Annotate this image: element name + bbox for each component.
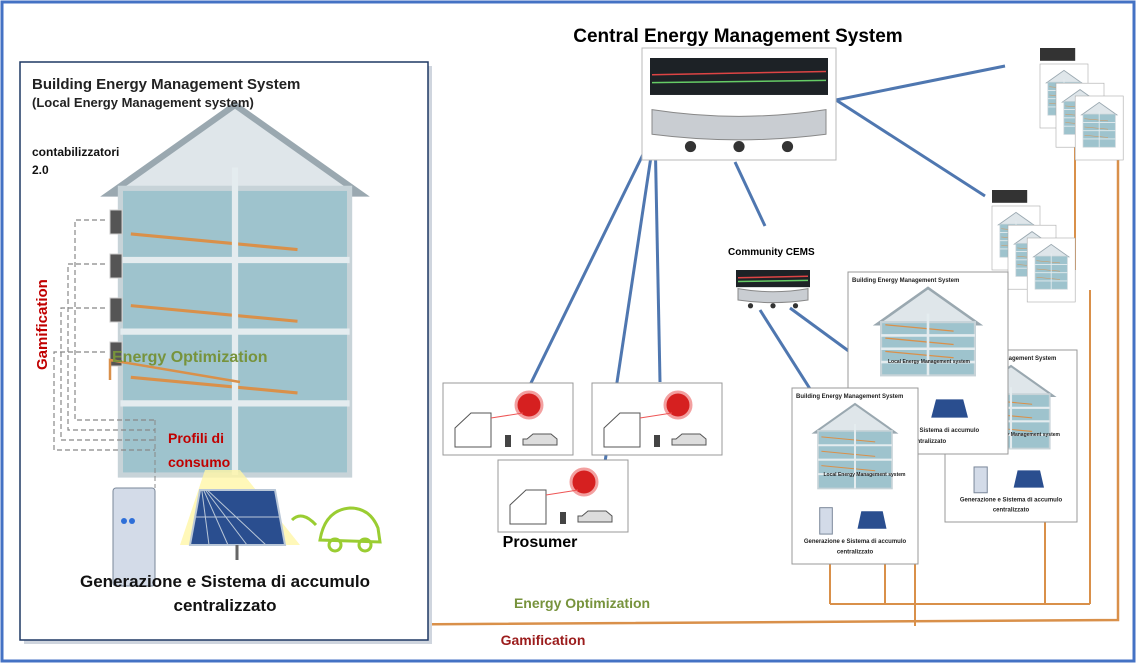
video-wall (650, 58, 828, 95)
chair (793, 303, 798, 308)
thumbnail-local: Local Energy Management system (824, 472, 907, 478)
chair (782, 141, 793, 152)
battery (654, 435, 660, 447)
thumbnail-title: Building Energy Management System (852, 278, 959, 284)
chair (748, 303, 753, 308)
chair (733, 141, 744, 152)
thumbnail-title: Building Energy Management System (796, 394, 903, 400)
solar-panel (1014, 470, 1044, 487)
thumbnail-generation: Generazione e Sistema di accumulo (960, 497, 1063, 503)
community-label: Community CEMS (728, 247, 815, 258)
footer-gamification: Gamification (501, 632, 586, 648)
meters-label: 2.0 (32, 163, 49, 177)
storage-led (129, 518, 135, 524)
generation-label: Generazione e Sistema di accumulo (80, 572, 370, 591)
chair (770, 303, 775, 308)
battery (560, 512, 566, 524)
meters-label: contabilizzatori (32, 145, 119, 159)
gamification-label: Gamification (34, 279, 51, 370)
thumbnail-local: Local Energy Management system (888, 359, 971, 365)
thumbnail-generation: Generazione e Sistema di accumulo (804, 539, 907, 545)
meter (110, 210, 122, 234)
prosumer-label: Prosumer (503, 534, 578, 551)
meter (110, 298, 122, 322)
solar-panel (931, 399, 968, 417)
bems-subtitle: (Local Energy Management system) (32, 95, 254, 110)
diagram: Building Energy Management System Local E… (0, 0, 1136, 663)
profiles-label: Profili di (168, 430, 224, 446)
meter-dial (665, 392, 691, 418)
bems-title: Building Energy Management System (32, 76, 300, 93)
meter-dial (516, 392, 542, 418)
chair (685, 141, 696, 152)
mini-cems (1040, 48, 1075, 61)
profiles-label: consumo (168, 454, 230, 470)
mini-cems (992, 190, 1027, 203)
meter-dial (571, 469, 597, 495)
optimization-label: Energy Optimization (112, 349, 268, 366)
central-title: Central Energy Management System (573, 26, 902, 47)
battery (505, 435, 511, 447)
generation-label: centralizzato (174, 596, 277, 615)
meter (110, 254, 122, 278)
video-wall (736, 270, 810, 287)
solar-panel (858, 511, 887, 529)
footer-optimization: Energy Optimization (514, 595, 650, 611)
wall-trace (738, 280, 808, 281)
thumbnail-generation: centralizzato (993, 508, 1030, 514)
storage (974, 467, 987, 493)
storage (820, 508, 833, 534)
storage-led (121, 518, 127, 524)
thumbnail-generation: centralizzato (837, 549, 874, 555)
body: Building Energy Management System Local E… (0, 0, 1136, 663)
page: Energy Management Systems { "central": {… (0, 0, 1136, 663)
